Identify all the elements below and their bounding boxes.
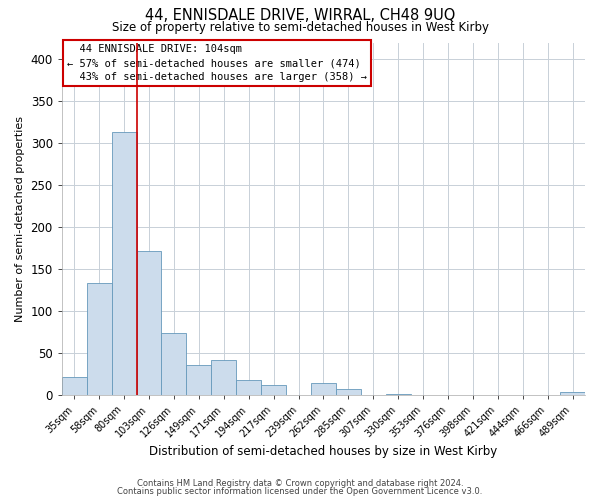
X-axis label: Distribution of semi-detached houses by size in West Kirby: Distribution of semi-detached houses by … (149, 444, 497, 458)
Bar (560, 392, 585, 395)
Text: Contains HM Land Registry data © Crown copyright and database right 2024.: Contains HM Land Registry data © Crown c… (137, 478, 463, 488)
Bar (311, 384, 336, 395)
Text: 44, ENNISDALE DRIVE, WIRRAL, CH48 9UQ: 44, ENNISDALE DRIVE, WIRRAL, CH48 9UQ (145, 8, 455, 22)
Bar (112, 132, 137, 395)
Text: Size of property relative to semi-detached houses in West Kirby: Size of property relative to semi-detach… (112, 22, 488, 35)
Bar (261, 385, 286, 395)
Text: 44 ENNISDALE DRIVE: 104sqm
← 57% of semi-detached houses are smaller (474)
  43%: 44 ENNISDALE DRIVE: 104sqm ← 57% of semi… (67, 44, 367, 82)
Text: Contains public sector information licensed under the Open Government Licence v3: Contains public sector information licen… (118, 487, 482, 496)
Bar (87, 284, 112, 395)
Bar (187, 365, 211, 395)
Bar (62, 376, 87, 395)
Bar (161, 333, 187, 395)
Bar (386, 394, 410, 395)
Bar (137, 250, 161, 395)
Bar (336, 389, 361, 395)
Y-axis label: Number of semi-detached properties: Number of semi-detached properties (15, 116, 25, 322)
Bar (211, 360, 236, 395)
Bar (236, 380, 261, 395)
